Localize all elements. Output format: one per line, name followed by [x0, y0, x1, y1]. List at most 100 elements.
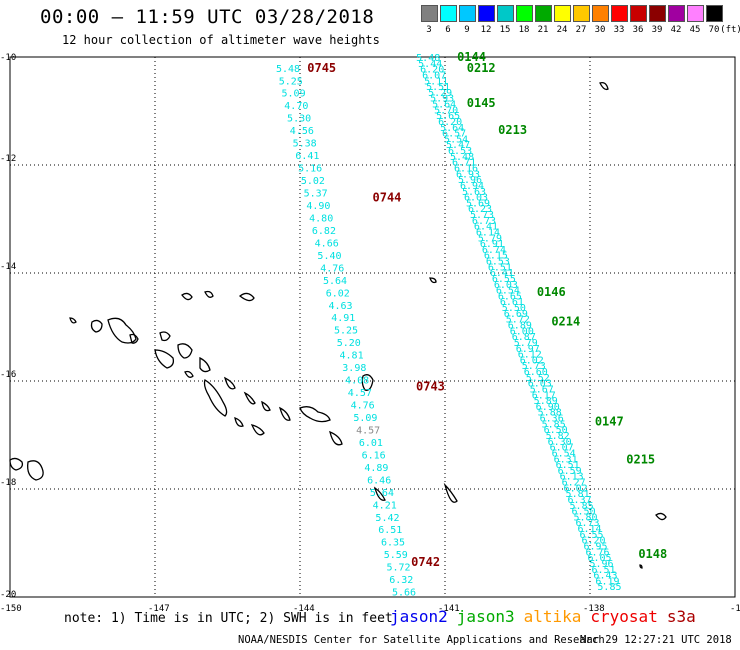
- legend-label: 24: [556, 25, 568, 35]
- wave-height-value: 4.08: [345, 376, 369, 387]
- legend-swatch: [592, 5, 609, 22]
- wave-height-value: 5.48: [450, 152, 474, 163]
- wave-height-value: 6.07: [422, 70, 446, 81]
- wave-height-value: 6.55: [492, 274, 516, 285]
- legend-label: 39: [651, 25, 663, 35]
- legend-swatch: [478, 5, 495, 22]
- lon-label: -141: [438, 604, 460, 614]
- wave-height-value: 6.74: [482, 245, 506, 256]
- lat-label: -14: [0, 262, 16, 272]
- legend-label: 33: [613, 25, 625, 35]
- wave-height-value: 5.73: [470, 210, 494, 221]
- wave-height-value: 6.91: [480, 239, 504, 250]
- legend-label: 45: [689, 25, 701, 35]
- wave-height-value: 4.57: [348, 388, 372, 399]
- wave-height-value: 6.15: [484, 251, 508, 262]
- wave-height-value: 6.16: [454, 163, 478, 174]
- wave-height-value: 6.53: [448, 146, 472, 157]
- island: [373, 486, 386, 501]
- wave-height-value: 6.32: [389, 575, 413, 586]
- wave-height-value: 5.16: [298, 164, 322, 175]
- legend-swatch: [668, 5, 685, 22]
- wave-height-value: 6.02: [326, 288, 350, 299]
- pass-time-label: 0146: [537, 285, 566, 299]
- lon-label: -135: [730, 604, 740, 614]
- wave-height-value: 5.82: [546, 431, 570, 442]
- wave-height-value: 4.81: [340, 351, 364, 362]
- legend-label: 6: [445, 25, 451, 35]
- pass-time-label: 0148: [638, 547, 667, 561]
- wave-height-value: 6.94: [460, 181, 484, 192]
- legend-swatch: [440, 5, 457, 22]
- wave-height-value: 4.66: [315, 238, 339, 249]
- island: [250, 424, 265, 436]
- island-outlines: [9, 81, 667, 569]
- wave-height-value: 6.05: [587, 553, 611, 564]
- wave-height-value: 4.80: [309, 213, 333, 224]
- legend-label: 21: [537, 25, 549, 35]
- legend-label: 70: [708, 25, 720, 35]
- island: [223, 376, 236, 390]
- wave-height-value: 5.25: [334, 326, 358, 337]
- lat-label: -12: [0, 154, 16, 164]
- track-altika-left: 5.485.255.094.705.304.565.386.415.165.02…: [276, 61, 445, 599]
- wave-height-value: 6.51: [378, 525, 402, 536]
- wave-height-value: 6.19: [595, 576, 619, 587]
- wave-height-value: 5.79: [478, 233, 502, 244]
- lon-label: -144: [293, 604, 315, 614]
- wave-height-value: 5.72: [506, 315, 530, 326]
- wave-height-value: 5.52: [526, 373, 550, 384]
- wave-height-value: 4.91: [331, 313, 355, 324]
- wave-height-value: 5.64: [440, 123, 464, 134]
- wave-height-value: 6.35: [381, 538, 405, 549]
- legend-swatch: [573, 5, 590, 22]
- wave-height-value: 6.00: [510, 326, 534, 337]
- island: [278, 406, 291, 421]
- legend-swatch: [535, 5, 552, 22]
- pass-time-label: 0743: [416, 379, 445, 393]
- legend-swatch: [516, 5, 533, 22]
- wave-height-value: 6.60: [524, 367, 548, 378]
- wave-height-value: 6.02: [520, 355, 544, 366]
- satellite-s3a: s3a: [666, 607, 696, 626]
- pass-time-label: 0145: [467, 96, 496, 110]
- island: [238, 292, 255, 302]
- wave-height-value: 6.54: [496, 286, 520, 297]
- wave-height-value: 4.90: [306, 201, 330, 212]
- legend-label: 30: [594, 25, 606, 35]
- wave-height-value: 6.51: [488, 262, 512, 273]
- legend-label: 36: [632, 25, 644, 35]
- legend-swatch: [459, 5, 476, 22]
- lat-label: -10: [0, 53, 16, 63]
- wave-height-value: 5.20: [337, 338, 361, 349]
- legend-label: 27: [575, 25, 587, 35]
- wave-height-value: 5.09: [353, 413, 377, 424]
- wave-height-value: 5.37: [304, 189, 328, 200]
- wave-height-value: 6.20: [438, 117, 462, 128]
- wave-height-value: 6.41: [474, 222, 498, 233]
- wave-height-value: 5.48: [416, 53, 440, 64]
- lon-label: -147: [148, 604, 170, 614]
- page-subtitle: 12 hour collection of altimeter wave hei…: [62, 33, 380, 47]
- wave-height-value: 5.64: [432, 100, 456, 111]
- wave-height-value: 5.29: [428, 88, 452, 99]
- graticule: -10 -12 -14 -16 -18 -20 -150 -147 -144 -141 -138 -1…: [0, 53, 740, 614]
- wave-height-value: 6.50: [572, 507, 596, 518]
- island: [9, 457, 24, 471]
- wave-height-value: 5.63: [462, 187, 486, 198]
- pass-time-label: 0215: [626, 452, 655, 466]
- credit-text: NOAA/NESDIS Center for Satellite Applica…: [238, 634, 605, 646]
- wave-height-value: 5.51: [426, 82, 450, 93]
- legend-label: 42: [670, 25, 682, 35]
- island: [159, 331, 171, 342]
- wave-height-value: 5.85: [542, 419, 566, 430]
- track-jason3-right: 5.485.446.206.075.115.515.295.935.645.70…: [416, 50, 667, 593]
- legend-swatch: [687, 5, 704, 22]
- island: [234, 417, 244, 427]
- pass-time-label: 0742: [411, 555, 440, 569]
- wave-height-value: 5.50: [502, 303, 526, 314]
- wave-height-value: 6.57: [442, 129, 466, 140]
- wave-height-value: 6.89: [508, 321, 532, 332]
- wave-height-value: 5.30: [287, 114, 311, 125]
